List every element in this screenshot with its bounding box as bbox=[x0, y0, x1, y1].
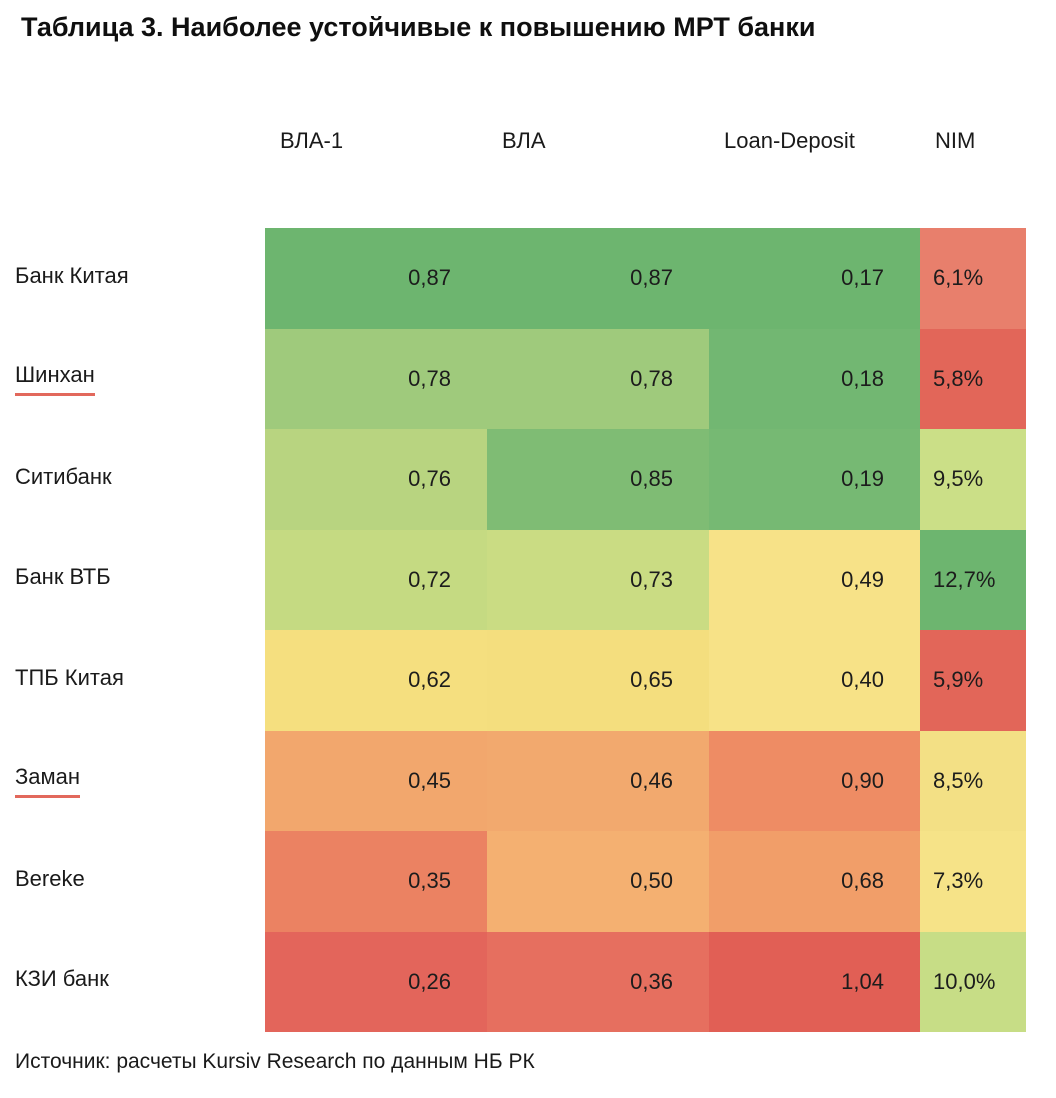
column-header-nim: NIM bbox=[935, 128, 976, 153]
cell-nim: 12,7% bbox=[920, 529, 1026, 630]
bank-name: Заман bbox=[15, 764, 81, 798]
table-row: Заман 0,45 0,46 0,90 8,5% bbox=[15, 730, 1026, 832]
row-label: Ситибанк bbox=[15, 429, 265, 530]
cell-vla-1: 0,87 bbox=[265, 228, 487, 329]
cell-nim: 5,9% bbox=[920, 630, 1026, 731]
column-header-loan-deposit: Loan-Deposit bbox=[724, 128, 855, 153]
cell-vla: 0,73 bbox=[487, 529, 709, 630]
bank-name: Ситибанк bbox=[15, 463, 112, 489]
table-row: Bereke 0,35 0,50 0,68 7,3% bbox=[15, 831, 1026, 932]
row-label: Шинхан bbox=[15, 329, 265, 430]
table-row: ТПБ Китая 0,62 0,65 0,40 5,9% bbox=[15, 630, 1026, 731]
bank-name: КЗИ банк bbox=[15, 966, 109, 992]
row-label: Заман bbox=[15, 731, 265, 832]
table-body: Банк Китая 0,87 0,87 0,17 6,1% Шинхан 0,78 0,78… bbox=[15, 228, 1026, 1032]
table-row: КЗИ банк 0,26 0,36 1,04 10,0% bbox=[15, 931, 1026, 1033]
cell-vla: 0,78 bbox=[487, 328, 709, 429]
source-note: Источник: расчеты Kursiv Research по дан… bbox=[15, 1050, 535, 1073]
row-label-header-spacer bbox=[15, 128, 265, 158]
cell-vla-1: 0,76 bbox=[265, 429, 487, 530]
cell-loan-deposit: 0,90 bbox=[709, 730, 920, 831]
cell-nim: 6,1% bbox=[920, 228, 1026, 329]
bank-name: Банк ВТБ bbox=[15, 564, 111, 590]
cell-vla-1: 0,72 bbox=[265, 529, 487, 630]
cell-nim: 5,8% bbox=[920, 328, 1026, 429]
cell-nim: 7,3% bbox=[920, 831, 1026, 932]
bank-name: Bereke bbox=[15, 865, 85, 891]
cell-loan-deposit: 0,68 bbox=[709, 831, 920, 932]
cell-vla: 0,85 bbox=[487, 429, 709, 530]
column-header-row: ВЛА-1 ВЛА Loan-Deposit NIM bbox=[15, 128, 1026, 158]
heatmap-table: ВЛА-1 ВЛА Loan-Deposit NIM Банк Китая 0,87 0,… bbox=[15, 128, 1026, 1032]
cell-loan-deposit: 0,19 bbox=[709, 429, 920, 530]
cell-vla: 0,87 bbox=[487, 228, 709, 329]
row-label: Банк Китая bbox=[15, 228, 265, 329]
bank-name: Банк Китая bbox=[15, 262, 129, 288]
cell-nim: 10,0% bbox=[920, 931, 1026, 1032]
row-label: КЗИ банк bbox=[15, 932, 265, 1033]
page-title: Таблица 3. Наиболее устойчивые к повышен… bbox=[21, 12, 816, 42]
cell-loan-deposit: 1,04 bbox=[709, 931, 920, 1032]
cell-vla-1: 0,26 bbox=[265, 931, 487, 1032]
cell-loan-deposit: 0,40 bbox=[709, 630, 920, 731]
bank-name: ТПБ Китая bbox=[15, 664, 124, 690]
cell-vla: 0,46 bbox=[487, 730, 709, 831]
row-label: ТПБ Китая bbox=[15, 630, 265, 731]
cell-vla: 0,36 bbox=[487, 931, 709, 1032]
table-row: Ситибанк 0,76 0,85 0,19 9,5% bbox=[15, 429, 1026, 530]
cell-vla: 0,50 bbox=[487, 831, 709, 932]
cell-vla-1: 0,62 bbox=[265, 630, 487, 731]
column-header-vla-1: ВЛА-1 bbox=[280, 128, 344, 153]
column-header-vla: ВЛА bbox=[502, 128, 546, 153]
cell-vla-1: 0,78 bbox=[265, 328, 487, 429]
table-row: Шинхан 0,78 0,78 0,18 5,8% bbox=[15, 328, 1026, 430]
cell-loan-deposit: 0,49 bbox=[709, 529, 920, 630]
table-row: Банк Китая 0,87 0,87 0,17 6,1% bbox=[15, 228, 1026, 329]
cell-vla-1: 0,35 bbox=[265, 831, 487, 932]
cell-loan-deposit: 0,18 bbox=[709, 328, 920, 429]
row-label: Bereke bbox=[15, 831, 265, 932]
cell-loan-deposit: 0,17 bbox=[709, 228, 920, 329]
table-row: Банк ВТБ 0,72 0,73 0,49 12,7% bbox=[15, 529, 1026, 631]
cell-nim: 9,5% bbox=[920, 429, 1026, 530]
bank-name: Шинхан bbox=[15, 362, 95, 396]
cell-vla: 0,65 bbox=[487, 630, 709, 731]
row-label: Банк ВТБ bbox=[15, 530, 265, 631]
cell-vla-1: 0,45 bbox=[265, 730, 487, 831]
cell-nim: 8,5% bbox=[920, 730, 1026, 831]
